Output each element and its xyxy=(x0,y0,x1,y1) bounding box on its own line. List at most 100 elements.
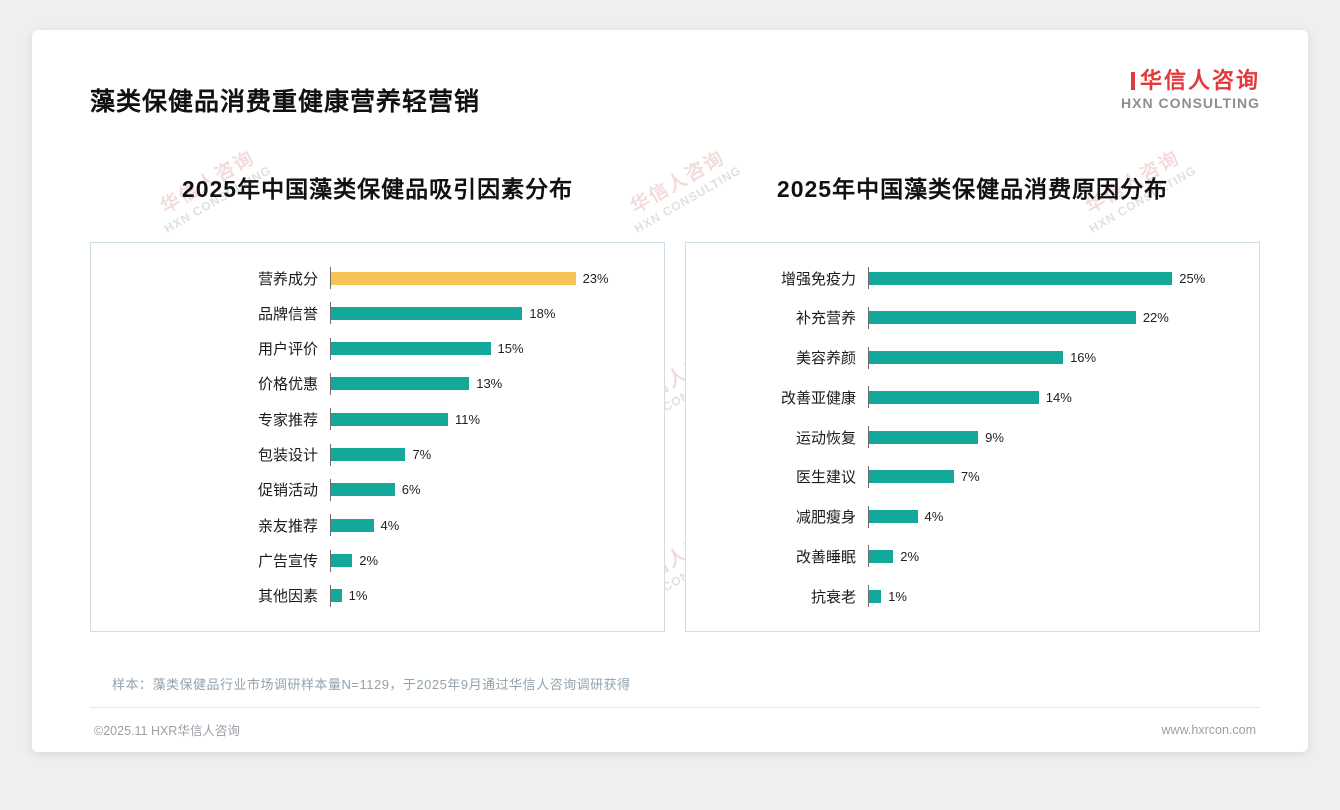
chart-consumption-reasons: 2025年中国藻类保健品消费原因分布 增强免疫力 25% 补充营养 22% 美容养颜 16… xyxy=(685,170,1260,632)
header: 藻类保健品消费重健康营养轻营销 华信人咨询 HXN CONSULTING xyxy=(90,68,1260,118)
bar-row: 补充营养 22% xyxy=(700,306,1245,329)
bar-label: 价格优惠 xyxy=(257,376,318,394)
bar-row: 营养成分 23% xyxy=(105,267,650,289)
chart-title-left: 2025年中国藻类保健品吸引因素分布 xyxy=(181,176,574,202)
bar xyxy=(869,311,1136,325)
bar-value: 2% xyxy=(900,548,920,564)
footer-divider xyxy=(90,707,1260,708)
bar xyxy=(869,589,882,603)
bar-value: 16% xyxy=(1070,350,1097,365)
bar-track: 2% xyxy=(868,545,1245,568)
bar xyxy=(869,470,954,484)
chart-panel-right: 增强免疫力 25% 补充营养 22% 美容养颜 16% 改善亚健康 14% 运动恢复 9% 医生建议… xyxy=(685,242,1260,632)
bar-label: 用户评价 xyxy=(257,341,318,359)
bar-row: 价格优惠 13% xyxy=(105,372,650,395)
bar-track: 1% xyxy=(330,584,650,607)
bar-row: 美容养颜 16% xyxy=(700,346,1245,369)
chart-attraction-factors: 2025年中国藻类保健品吸引因素分布 营养成分 23% 品牌信誉 18% 用户评价 15%… xyxy=(90,170,665,632)
bar-value: 15% xyxy=(497,341,524,357)
bar xyxy=(331,271,576,285)
bar-label: 包装设计 xyxy=(257,447,318,465)
bar xyxy=(331,518,374,532)
bar-value: 7% xyxy=(960,469,980,485)
bar-track: 11% xyxy=(330,408,650,431)
bar-track: 23% xyxy=(330,267,650,289)
bar-row: 抗衰老 1% xyxy=(700,585,1245,607)
bar-label: 广告宣传 xyxy=(257,553,318,571)
bar xyxy=(869,390,1039,404)
bar xyxy=(331,554,353,568)
bar-track: 25% xyxy=(868,267,1245,289)
bar-value: 4% xyxy=(380,517,400,533)
bar-track: 18% xyxy=(330,302,650,325)
bar-label: 改善亚健康 xyxy=(780,389,856,407)
bar xyxy=(331,306,523,320)
bar xyxy=(869,549,894,563)
bar-label: 品牌信誉 xyxy=(257,305,318,323)
bar-value: 4% xyxy=(924,509,944,524)
logo-cn: 华信人咨询 xyxy=(1121,68,1260,93)
report-card: 华信人咨询 HXN CONSULTING 华信人咨询 HXN CONSULTING 华信… xyxy=(32,30,1308,752)
bar-label: 美容养颜 xyxy=(795,350,856,367)
logo-en-text: HXN CONSULTING xyxy=(1121,95,1260,112)
bar-value: 22% xyxy=(1142,310,1169,326)
bar-track: 9% xyxy=(868,426,1245,448)
bar-track: 2% xyxy=(330,549,650,572)
bar-label: 医生建议 xyxy=(795,469,856,487)
bar-value: 1% xyxy=(348,588,368,604)
bar-label: 亲友推荐 xyxy=(257,517,318,535)
sample-note: 样本：藻类保健品行业市场调研样本量N=1129，于2025年9月通过华信人咨询调… xyxy=(112,677,631,692)
bar-track: 4% xyxy=(330,514,650,537)
bar-track: 15% xyxy=(330,337,650,360)
bar-value: 18% xyxy=(529,305,556,321)
bar xyxy=(331,377,470,391)
bar xyxy=(869,510,918,523)
bar-row: 医生建议 7% xyxy=(700,465,1245,488)
bar-row: 促销活动 6% xyxy=(105,478,650,501)
bar-label: 其他因素 xyxy=(257,588,318,606)
bar-label: 增强免疫力 xyxy=(780,270,856,288)
bar-value: 14% xyxy=(1045,389,1072,405)
bar-row: 运动恢复 9% xyxy=(700,426,1245,448)
bar-label: 专家推荐 xyxy=(257,411,318,429)
bar-row: 广告宣传 2% xyxy=(105,549,650,572)
bar xyxy=(869,351,1064,364)
bar xyxy=(331,483,395,497)
website-text: www.hxrcon.com xyxy=(1161,722,1256,737)
bar-row: 减肥瘦身 4% xyxy=(700,505,1245,528)
bar-value: 9% xyxy=(985,429,1004,445)
charts-row: 2025年中国藻类保健品吸引因素分布 营养成分 23% 品牌信誉 18% 用户评价 15%… xyxy=(90,170,1260,632)
bar-plot-right: 增强免疫力 25% 补充营养 22% 美容养颜 16% 改善亚健康 14% 运动恢复 9% 医生建议… xyxy=(700,267,1245,607)
bar-label: 营养成分 xyxy=(257,270,318,288)
bar xyxy=(331,342,491,356)
bar-value: 7% xyxy=(412,447,432,463)
bar-value: 13% xyxy=(476,376,503,392)
bar-label: 减肥瘦身 xyxy=(795,509,856,526)
bar-value: 11% xyxy=(454,411,481,427)
bar-label: 抗衰老 xyxy=(810,588,856,606)
bar-label: 改善睡眠 xyxy=(795,548,856,566)
bar-row: 品牌信誉 18% xyxy=(105,302,650,325)
bar-value: 6% xyxy=(401,482,421,498)
bar-row: 改善睡眠 2% xyxy=(700,545,1245,568)
bar-track: 13% xyxy=(330,372,650,395)
bar-row: 改善亚健康 14% xyxy=(700,386,1245,409)
bar-value: 23% xyxy=(582,270,609,286)
bar xyxy=(869,271,1173,285)
bar-track: 7% xyxy=(330,443,650,466)
bar-value: 2% xyxy=(359,553,379,569)
copyright-text: ©2025.11 HXR华信人咨询 xyxy=(94,724,240,738)
footer: ©2025.11 HXR华信人咨询 www.hxrcon.com xyxy=(90,708,1260,739)
bar xyxy=(331,448,406,462)
bar-track: 7% xyxy=(868,465,1245,488)
bar-track: 1% xyxy=(868,585,1245,607)
logo-mark-icon xyxy=(1130,71,1135,90)
bar-row: 用户评价 15% xyxy=(105,337,650,360)
bar xyxy=(331,412,448,426)
bar-track: 16% xyxy=(868,346,1245,369)
chart-panel-left: 营养成分 23% 品牌信誉 18% 用户评价 15% 价格优惠 13% 专家推荐 11% 包装设计 7… xyxy=(90,242,665,632)
bar-row: 专家推荐 11% xyxy=(105,408,650,431)
page-title: 藻类保健品消费重健康营养轻营销 xyxy=(90,88,481,116)
bar xyxy=(331,589,342,603)
bar-value: 1% xyxy=(888,588,907,604)
